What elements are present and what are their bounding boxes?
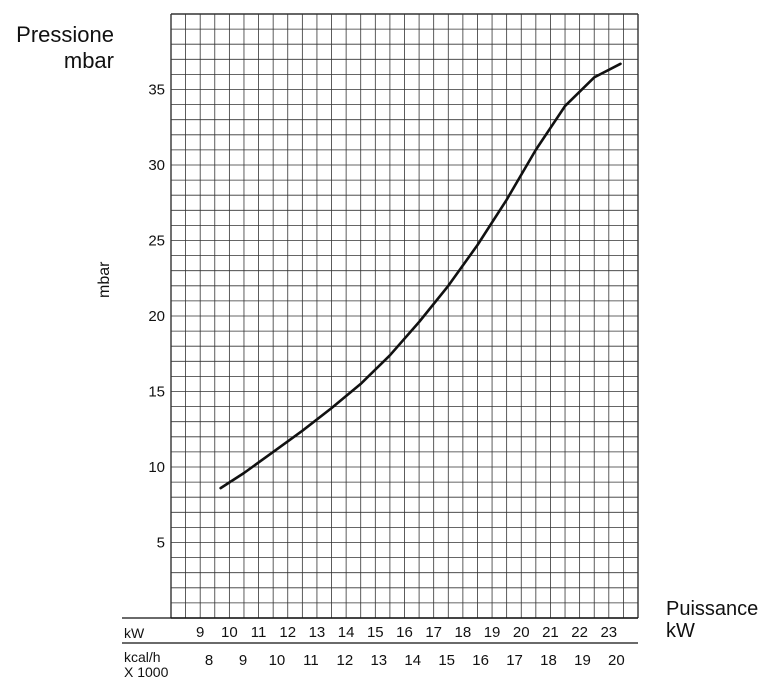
x-tick-label-kw: 22	[571, 624, 588, 641]
y-tick-label: 20	[148, 308, 165, 325]
x-tick-label-kcal: 13	[370, 652, 387, 669]
x-axis-kw-unit: kW	[124, 625, 145, 641]
x-tick-label-kw: 18	[455, 624, 472, 641]
x-tick-label-kw: 16	[396, 624, 413, 641]
x-axis-kcal-unit: kcal/h X 1000	[124, 650, 168, 680]
x-tick-label-kw: 12	[279, 624, 296, 641]
y-axis-title-line1: Pressione	[16, 22, 114, 47]
x-tick-label-kw: 17	[425, 624, 442, 641]
y-tick-label: 10	[148, 459, 165, 476]
x-tick-label-kw: 15	[367, 624, 384, 641]
x-tick-label-kcal: 14	[404, 652, 421, 669]
x-axis-title-line2: kW	[666, 620, 695, 642]
x-tick-label-kcal: 17	[506, 652, 523, 669]
pressure-curve	[219, 62, 622, 490]
y-tick-label: 25	[148, 233, 165, 250]
x-tick-label-kcal: 12	[336, 652, 353, 669]
x-axis-title: Puissance kW	[666, 598, 758, 642]
y-axis-title: Pressione mbar	[8, 22, 114, 74]
x-tick-label-kcal: 18	[540, 652, 557, 669]
x-tick-label-kcal: 11	[303, 652, 319, 669]
x-tick-label-kcal: 19	[574, 652, 591, 669]
x-tick-label-kw: 11	[251, 624, 267, 641]
y-tick-label: 30	[148, 157, 165, 174]
x-tick-label-kw: 21	[542, 624, 559, 641]
x-tick-label-kw: 13	[309, 624, 326, 641]
x-tick-label-kw: 9	[196, 624, 204, 641]
x-tick-label-kw: 10	[221, 624, 238, 641]
x-tick-label-kw: 14	[338, 624, 355, 641]
x-tick-label-kcal: 8	[205, 652, 213, 669]
y-tick-label: 35	[148, 82, 165, 99]
x-tick-label-kcal: 20	[608, 652, 625, 669]
x-tick-label-kcal: 9	[239, 652, 247, 669]
x-axis-kcal-unit-line1: kcal/h	[124, 649, 161, 665]
y-axis-title-line2: mbar	[63, 48, 114, 73]
x-tick-label-kw: 23	[600, 624, 617, 641]
x-tick-label-kcal: 16	[472, 652, 489, 669]
x-axis-title-line1: Puissance	[666, 598, 759, 620]
x-axis-kcal-unit-line2: X 1000	[124, 664, 169, 680]
y-tick-label: 5	[157, 535, 165, 552]
y-tick-label: 15	[148, 384, 165, 401]
x-tick-label-kw: 20	[513, 624, 530, 641]
x-tick-label-kcal: 15	[438, 652, 455, 669]
x-tick-label-kcal: 10	[269, 652, 286, 669]
x-tick-label-kw: 19	[484, 624, 501, 641]
